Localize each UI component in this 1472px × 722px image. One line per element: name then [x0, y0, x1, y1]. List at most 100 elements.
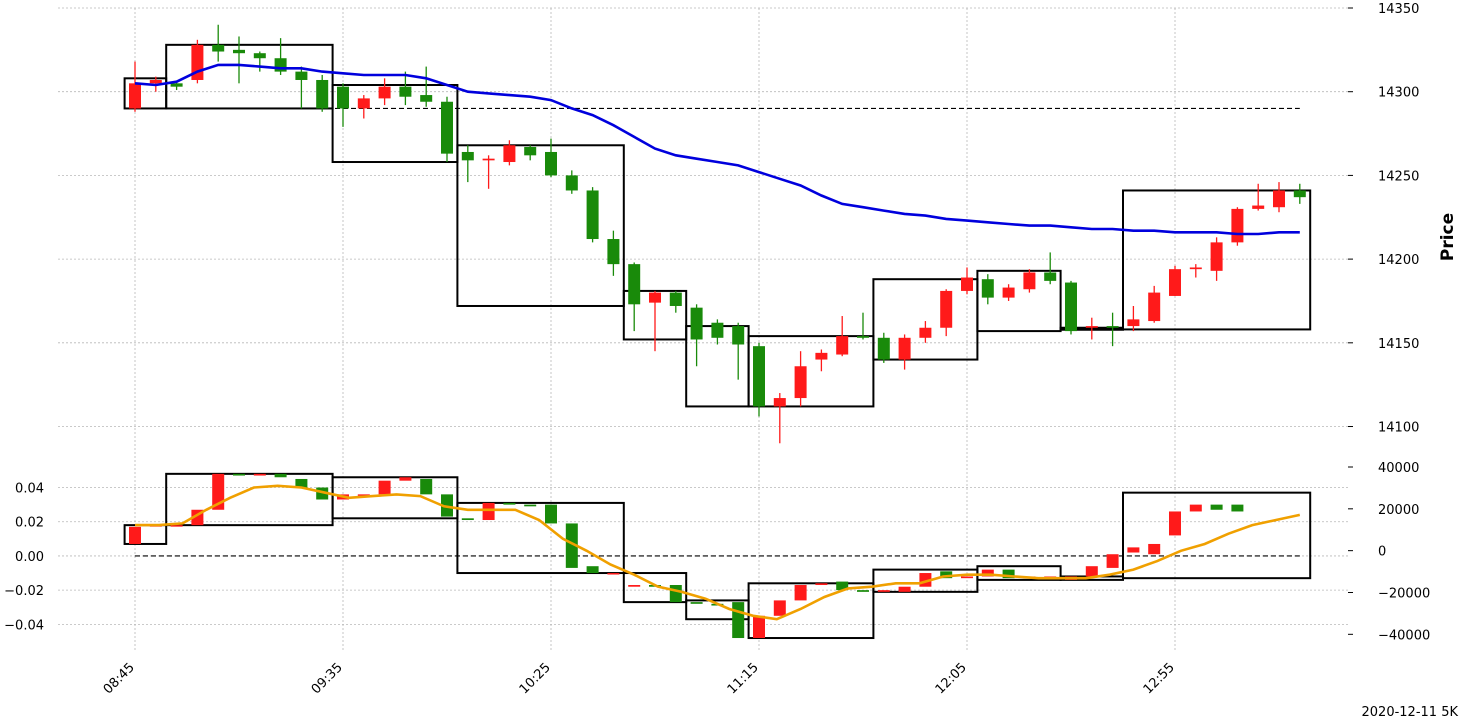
y-tick-label: 14300 [1378, 86, 1419, 101]
x-tick-label: 10:25 [517, 660, 554, 697]
price-candle-body [1252, 205, 1265, 209]
indicator-candle-body [753, 615, 765, 639]
price-candle-body [461, 151, 474, 161]
price-candle-body [337, 86, 349, 109]
price-candle-body [669, 292, 682, 306]
indicator-candle-body [1148, 543, 1161, 555]
price-candle-body [961, 277, 973, 291]
price-candle-body [857, 336, 869, 338]
indicator-box [331, 476, 459, 520]
price-candle-body [586, 190, 599, 240]
price-candle-body [212, 44, 225, 52]
indicator-candle-body [295, 478, 308, 488]
x-tick-label: 12:05 [933, 660, 970, 697]
price-candle-body [732, 326, 745, 345]
price-candle-body [233, 49, 245, 54]
left-y-tick-label: 0.02 [15, 516, 44, 531]
price-box [165, 43, 334, 110]
indicator-candle-body [586, 566, 599, 574]
price-candle-body [357, 98, 370, 109]
price-candle-body [170, 83, 183, 87]
price-candle-body [295, 71, 308, 80]
price-candle-body [815, 352, 828, 360]
indicator-candle-body [1189, 504, 1202, 512]
x-tick-label: 09:35 [309, 660, 346, 697]
price-candle-body [753, 346, 765, 407]
indicator-candle-body [857, 590, 869, 592]
price-candle-body [1231, 208, 1244, 243]
left-y-tick-label: 0.00 [15, 550, 44, 565]
indicator-candle-body [773, 600, 786, 616]
indicator-candle-body [815, 583, 828, 586]
y-tick-label: 14150 [1378, 337, 1419, 352]
price-candle-body [1002, 287, 1015, 298]
price-box [747, 335, 875, 408]
indicator-box [747, 582, 875, 640]
indicator-candle-body [877, 590, 890, 592]
indicator-candle-body [524, 504, 537, 507]
price-candle-body [711, 322, 724, 338]
price-candle-body [940, 290, 953, 328]
price-candle-body [503, 145, 516, 163]
price-candle-body [1106, 326, 1119, 328]
right-y-tick-label: 20000 [1378, 503, 1419, 518]
indicator-candle-body [898, 586, 911, 592]
indicator-candle-body [1002, 569, 1015, 579]
indicator-candle-body [794, 585, 807, 601]
indicator-candle-body [461, 518, 474, 521]
price-candle-body [836, 336, 849, 355]
price-candle-body [1065, 282, 1077, 332]
indicator-candle-body [1106, 554, 1119, 568]
axis-tick-labels: 08:45 09:35 10:25 11:15 12:05 12:55 14100 14150… [4, 2, 1430, 697]
left-y-tick-label: 0.04 [15, 482, 44, 497]
indicator-box [456, 501, 625, 575]
price-candle-body [420, 95, 433, 102]
indicator-candle-body [212, 473, 225, 510]
price-candles [129, 24, 1306, 444]
indicator-candle-body [565, 523, 578, 568]
indicator-candle-body [1231, 504, 1244, 512]
y-tick-label: 14100 [1378, 421, 1419, 436]
indicator-candle-body [836, 581, 849, 591]
price-candle-body [690, 307, 703, 340]
price-candle-body [399, 86, 412, 97]
smoothed-indicator-line [135, 484, 1301, 621]
indicator-candle-body [690, 602, 703, 604]
price-candle-body [149, 79, 162, 84]
moving-average-line [134, 63, 1300, 236]
indicator-candle-body [1127, 547, 1140, 553]
indicator-candle-body [233, 473, 245, 476]
price-candle-body [628, 264, 641, 305]
reference-lines [135, 107, 1300, 557]
price-candle-body [1169, 269, 1181, 296]
x-tick-label: 11:15 [725, 660, 762, 697]
x-tick-label: 12:55 [1141, 660, 1178, 697]
indicator-candle-body [669, 585, 682, 603]
indicator-candle-body [1169, 511, 1181, 536]
price-candle-body [794, 366, 807, 399]
right-y-tick-label: −20000 [1378, 586, 1430, 601]
indicator-candle-body [482, 502, 495, 521]
left-y-tick-label: −0.02 [4, 584, 44, 599]
indicator-candle-body [607, 573, 620, 575]
y-tick-label: 14200 [1378, 253, 1419, 268]
price-candle-body [482, 158, 495, 161]
price-candle-body [524, 146, 537, 156]
price-candle-body [253, 53, 266, 59]
footer-label: 2020-12-11 5K [1361, 705, 1458, 720]
price-candle-body [649, 292, 661, 303]
price-candle-body [565, 175, 578, 191]
price-candle-body [981, 279, 994, 298]
price-candle-body [877, 337, 890, 360]
y-tick-label: 14350 [1378, 2, 1419, 17]
price-box [331, 84, 459, 164]
indicator-candle-body [357, 494, 370, 496]
price-candle-body [1293, 190, 1306, 198]
y-tick-label: 14250 [1378, 169, 1419, 184]
indicator-candle-body [316, 487, 329, 500]
right-y-tick-label: 40000 [1378, 461, 1419, 476]
indicator-candle-body [274, 473, 287, 478]
indicator-candle-body [1210, 504, 1223, 510]
indicator-candle-body [129, 526, 141, 544]
